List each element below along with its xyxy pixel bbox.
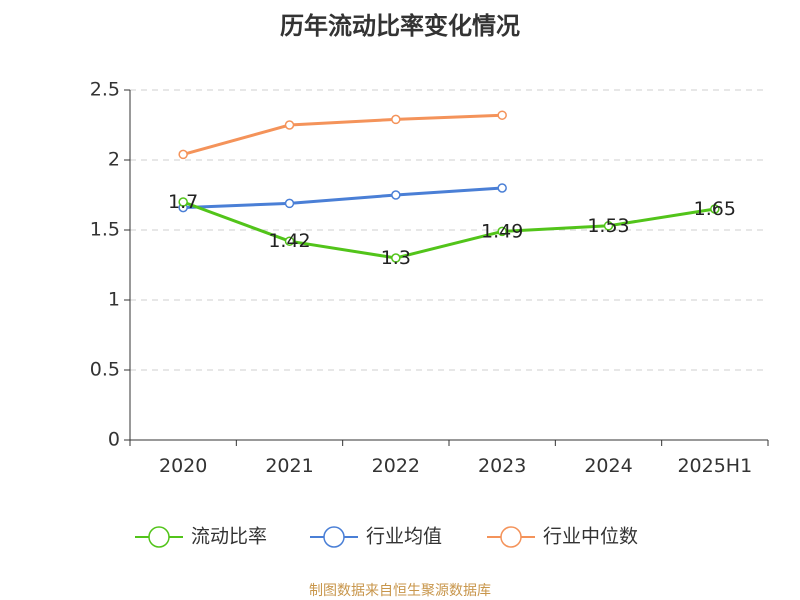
data-label: 1.49 [481, 220, 523, 242]
data-point [284, 198, 295, 209]
data-point [497, 183, 507, 193]
legend-marker [500, 526, 522, 548]
legend-marker [323, 526, 345, 548]
data-point [284, 236, 295, 246]
data-point [603, 221, 614, 231]
data-point [391, 190, 401, 200]
legend-item: 流动比率 [135, 526, 267, 548]
data-point [710, 204, 720, 214]
series-line [182, 113, 503, 156]
legend: 流动比率 行业均值 行业中位数 [135, 526, 638, 548]
series-line [183, 186, 503, 210]
y-tick-label: 2.5 [90, 79, 120, 101]
y-tick-label: 1 [108, 289, 120, 311]
data-point [178, 149, 188, 160]
legend-label: 流动比率 [191, 526, 267, 548]
x-tick-label: 2020 [159, 455, 207, 477]
axes: 0 0.5 1 1.5 2 2.5 2020 2021 2022 2023 2024 2025H1 [90, 79, 769, 477]
data-label: 1.3 [381, 247, 411, 269]
y-tick-label: 0 [108, 429, 120, 451]
legend-marker [148, 526, 170, 548]
series-lines [178, 110, 720, 263]
x-tick-label: 2023 [478, 455, 526, 477]
series-line [182, 200, 716, 260]
data-point [391, 114, 401, 125]
data-label: 1.65 [694, 198, 736, 220]
data-point [178, 197, 188, 207]
data-label: 1.53 [587, 215, 629, 237]
data-label: 1.42 [268, 230, 310, 252]
data-point [497, 226, 507, 237]
y-tick-label: 2 [108, 149, 120, 171]
y-tick-label: 1.5 [90, 219, 120, 241]
x-tick-label: 2021 [265, 455, 313, 477]
data-point [391, 253, 401, 263]
data-point [284, 120, 295, 130]
x-tick-label: 2022 [372, 455, 420, 477]
legend-label: 行业中位数 [543, 526, 638, 548]
source-note: 制图数据来自恒生聚源数据库 [309, 583, 491, 599]
grid-lines [130, 89, 768, 371]
x-tick-label: 2025H1 [677, 455, 752, 477]
chart-title: 历年流动比率变化情况 [280, 12, 520, 40]
data-labels: 1.7 1.42 1.3 1.49 1.53 1.65 [168, 191, 736, 269]
data-point [497, 110, 507, 120]
data-label: 1.7 [168, 191, 198, 213]
legend-item: 行业均值 [310, 526, 442, 548]
legend-item: 行业中位数 [487, 526, 638, 548]
x-tick-label: 2024 [584, 455, 632, 477]
y-tick-label: 0.5 [90, 359, 120, 381]
legend-label: 行业均值 [366, 526, 442, 548]
